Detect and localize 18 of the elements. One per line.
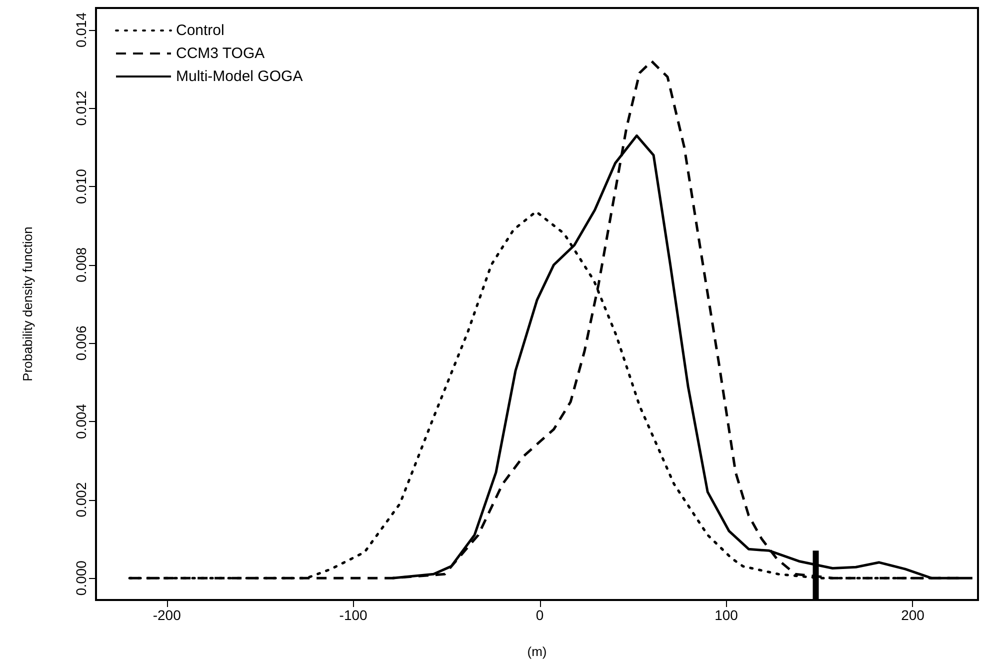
y-tick-label: 0.014 bbox=[73, 12, 89, 48]
x-axis-title: (m) bbox=[527, 644, 547, 659]
y-tick-label: 0.008 bbox=[73, 247, 89, 282]
x-tick-label: 200 bbox=[901, 607, 925, 623]
legend-label: Control bbox=[176, 22, 224, 39]
legend-label: CCM3 TOGA bbox=[176, 45, 265, 62]
y-tick-label: 0.010 bbox=[73, 168, 89, 204]
y-tick-label: 0.006 bbox=[73, 325, 89, 361]
legend-label: Multi-Model GOGA bbox=[176, 68, 303, 85]
y-axis-title: Probability density function bbox=[20, 226, 35, 382]
y-tick-label: 0.012 bbox=[73, 90, 89, 126]
y-tick-label: 0.004 bbox=[73, 404, 89, 439]
x-tick-label: 100 bbox=[714, 607, 738, 623]
y-tick-label: 0.002 bbox=[73, 482, 89, 518]
y-tick-label: 0.000 bbox=[73, 560, 89, 596]
x-tick-label: -100 bbox=[339, 607, 368, 623]
x-tick-label: 0 bbox=[536, 607, 544, 623]
x-tick-label: -200 bbox=[152, 607, 182, 623]
